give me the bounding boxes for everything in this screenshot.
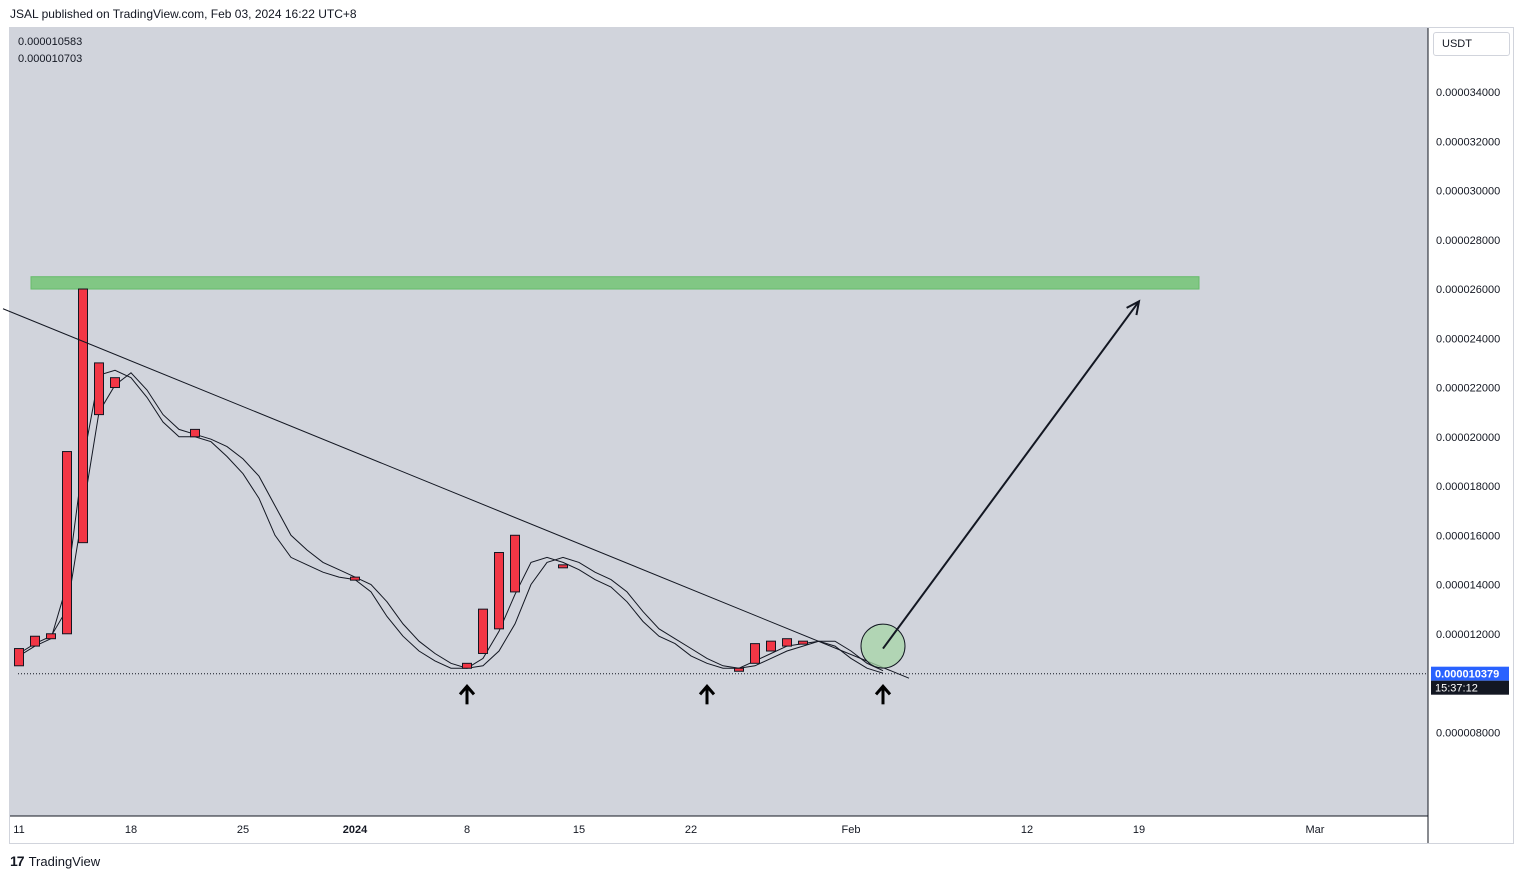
tradingview-logo-icon: 17 [10, 853, 25, 869]
currency-button[interactable]: USDT [1433, 32, 1510, 56]
countdown-label: 15:37:12 [1435, 683, 1478, 695]
plot-area [10, 28, 1428, 816]
candle[interactable] [478, 608, 488, 654]
candle[interactable] [510, 534, 520, 593]
up-arrow-icon[interactable] [458, 684, 476, 705]
price-tick-label: 0.000022000 [1436, 383, 1500, 395]
time-tick-label: 15 [573, 824, 585, 836]
time-tick-label: 11 [13, 824, 24, 836]
candle[interactable] [30, 635, 40, 647]
price-tick-label: 0.000032000 [1436, 136, 1500, 148]
candle[interactable] [78, 288, 88, 544]
candle[interactable] [62, 451, 72, 635]
candle[interactable] [46, 633, 56, 640]
price-tick-label: 0.000018000 [1436, 481, 1500, 493]
candle[interactable] [462, 662, 472, 669]
candle[interactable] [798, 640, 808, 645]
candle[interactable] [94, 362, 104, 416]
price-tick-label: 0.000016000 [1436, 530, 1500, 542]
last-price-label-bg [1431, 666, 1509, 681]
time-tick-label: 8 [464, 824, 470, 836]
publish-info: JSAL published on TradingView.com, Feb 0… [10, 7, 357, 21]
target-arrow-head [1126, 299, 1141, 316]
descending-trendline[interactable] [2, 308, 910, 679]
candle[interactable] [734, 667, 744, 672]
up-arrow-head [698, 684, 716, 696]
ma-value-1: 0.000010583 [18, 36, 83, 48]
breakout-circle[interactable] [860, 623, 906, 669]
price-axis[interactable]: 0.0000360000.0000340000.0000320000.00003… [1436, 38, 1500, 740]
up-arrow-head [458, 684, 476, 696]
time-tick-label: 22 [685, 824, 697, 836]
price-tick-label: 0.000024000 [1436, 333, 1500, 345]
time-tick-label: 2024 [343, 824, 368, 836]
candle[interactable] [110, 377, 120, 389]
price-tick-label: 0.000012000 [1436, 629, 1500, 641]
time-tick-label: Mar [1306, 824, 1325, 836]
candle[interactable] [558, 564, 568, 569]
candle[interactable] [190, 428, 200, 438]
countdown-label-bg [1431, 680, 1509, 695]
price-tick-label: 0.000020000 [1436, 432, 1500, 444]
time-tick-label: Feb [842, 824, 861, 836]
candle[interactable] [350, 576, 360, 581]
price-tick-label: 0.000008000 [1436, 727, 1500, 739]
brand-name: TradingView [28, 853, 101, 869]
candle[interactable] [14, 648, 24, 667]
candle[interactable] [782, 638, 792, 647]
candle[interactable] [494, 552, 504, 630]
resistance-zone[interactable] [30, 276, 1200, 290]
ma-value-2: 0.000010703 [18, 53, 83, 65]
price-tick-label: 0.000026000 [1436, 284, 1500, 296]
price-tick-label: 0.000030000 [1436, 186, 1500, 198]
up-arrow-icon[interactable] [874, 684, 892, 705]
time-tick-label: 12 [1021, 824, 1033, 836]
time-tick-label: 25 [237, 824, 249, 836]
target-arrow-line[interactable] [882, 300, 1140, 650]
last-price-label: 0.000010379 [1435, 669, 1499, 681]
time-axis[interactable]: 11 18 25 2024 8 15 22 Feb 12 19 Mar [13, 824, 1325, 836]
price-tick-label: 0.000034000 [1436, 87, 1500, 99]
candle[interactable] [766, 640, 776, 652]
candle[interactable] [750, 643, 760, 664]
chart-frame [9, 27, 1514, 844]
up-arrow-head [874, 684, 892, 696]
price-tick-label: 0.000028000 [1436, 235, 1500, 247]
up-arrow-icon[interactable] [698, 684, 716, 705]
time-tick-label: 19 [1133, 824, 1145, 836]
time-tick-label: 18 [125, 824, 137, 836]
footer-brand[interactable]: 17 TradingView [10, 853, 100, 869]
price-tick-label: 0.000014000 [1436, 580, 1500, 592]
